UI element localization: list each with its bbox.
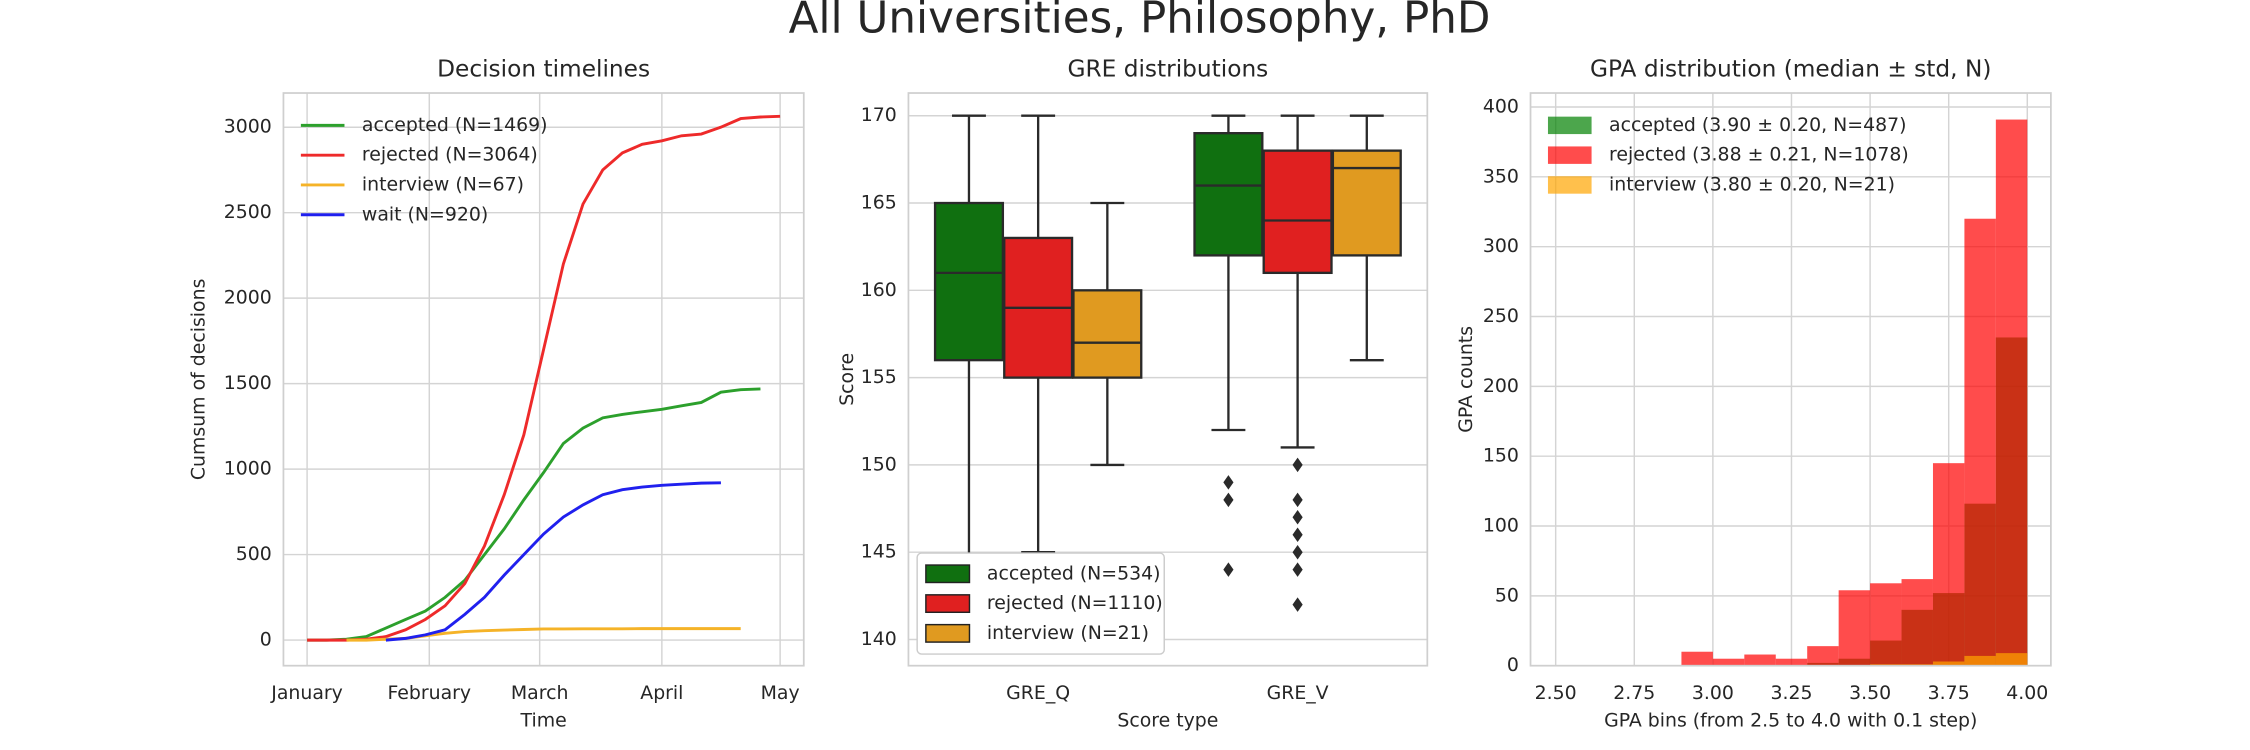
- legend-label: accepted (N=1469): [362, 114, 548, 136]
- box: [1193, 132, 1264, 257]
- outlier: [1292, 527, 1303, 543]
- x-tick-label: 3.25: [1770, 682, 1812, 704]
- histogram-bar: [1964, 655, 1996, 666]
- series-line: [307, 114, 781, 642]
- y-tick-label: 145: [861, 541, 897, 563]
- y-tick-label: 170: [861, 104, 897, 126]
- y-tick-label: 1000: [224, 458, 272, 480]
- x-tick-label: 3.75: [1928, 682, 1970, 704]
- legend-label: interview (3.80 ± 0.20, N=21): [1609, 173, 1895, 195]
- histogram-bar: [1995, 119, 2028, 666]
- x-tick-label: 2.50: [1535, 682, 1577, 704]
- histogram-bar: [1870, 583, 1902, 666]
- y-tick-label: 155: [861, 366, 897, 388]
- x-axis-label: Time: [520, 709, 567, 731]
- histogram-bar: [1838, 590, 1871, 666]
- chart-title: Decision timelines: [437, 55, 650, 82]
- legend-swatch: [925, 564, 971, 584]
- box: [1331, 149, 1402, 257]
- legend-swatch: [1547, 176, 1592, 194]
- box: [933, 201, 1005, 362]
- x-tick-label: February: [387, 682, 471, 704]
- x-axis-label: GPA bins (from 2.5 to 4.0 with 0.1 step): [1604, 709, 1977, 731]
- x-tick-label: 2.75: [1613, 682, 1655, 704]
- chart-title: GPA distribution (median ± std, N): [1590, 55, 1991, 82]
- y-tick-label: 3000: [224, 116, 272, 138]
- y-tick-label: 50: [1495, 584, 1519, 606]
- y-tick-label: 350: [1483, 165, 1519, 187]
- plot-frame: [907, 92, 1429, 667]
- x-tick-label: May: [761, 682, 800, 704]
- legend-swatch: [1547, 146, 1592, 164]
- plot-frame: [282, 92, 805, 667]
- histogram-bar: [1932, 463, 1965, 666]
- y-tick-label: 400: [1483, 95, 1519, 117]
- x-tick-label: 3.50: [1849, 682, 1891, 704]
- histogram-bar: [1807, 646, 1839, 666]
- x-tick-label: 4.00: [2006, 682, 2048, 704]
- legend-label: accepted (N=534): [987, 562, 1161, 584]
- series-line: [307, 387, 761, 642]
- y-tick-label: 200: [1483, 375, 1519, 397]
- y-tick-label: 0: [1507, 654, 1519, 676]
- outlier: [1292, 597, 1303, 612]
- y-tick-label: 250: [1483, 305, 1519, 327]
- y-axis-label: GPA counts: [1455, 326, 1477, 433]
- x-tick-label: April: [640, 682, 683, 704]
- box: [1072, 289, 1143, 379]
- x-tick-label: January: [270, 682, 343, 704]
- legend-label: rejected (3.88 ± 0.21, N=1078): [1609, 144, 1909, 166]
- y-tick-label: 150: [861, 453, 897, 475]
- outlier: [1292, 457, 1303, 473]
- box: [1262, 149, 1333, 275]
- legend-swatch: [925, 594, 971, 614]
- histogram-bar: [1932, 661, 1965, 666]
- y-tick-label: 100: [1483, 515, 1519, 537]
- legend-label: rejected (N=1110): [987, 592, 1163, 614]
- histogram-bar: [1964, 218, 1996, 666]
- x-tick-label: GRE_V: [1267, 682, 1329, 704]
- y-tick-label: 0: [260, 629, 272, 651]
- outlier: [1292, 544, 1303, 560]
- legend-label: accepted (3.90 ± 0.20, N=487): [1609, 114, 1906, 136]
- outlier: [1292, 562, 1303, 577]
- y-tick-label: 2500: [224, 201, 272, 223]
- x-axis-label: Score type: [1117, 709, 1218, 731]
- figure-title: All Universities, Philosophy, PhD: [789, 0, 1491, 43]
- outlier: [1292, 492, 1303, 508]
- legend-label: interview (N=67): [362, 173, 524, 195]
- histogram-bar: [1712, 658, 1745, 666]
- plot-frame: [1529, 92, 2052, 667]
- histogram-bar: [1744, 654, 1776, 666]
- legend-label: rejected (N=3064): [362, 144, 538, 166]
- legend-swatch: [1547, 116, 1592, 135]
- legend-label: interview (N=21): [987, 622, 1149, 644]
- histogram-bar: [1775, 658, 1808, 666]
- y-tick-label: 300: [1483, 235, 1519, 257]
- y-tick-label: 140: [861, 628, 897, 650]
- y-tick-label: 160: [861, 279, 897, 301]
- y-tick-label: 1500: [224, 372, 272, 394]
- x-tick-label: 3.00: [1692, 682, 1734, 704]
- histogram-bar: [1901, 579, 1933, 666]
- legend-label: wait (N=920): [362, 203, 488, 225]
- legend-box: [916, 552, 1165, 655]
- outlier: [1292, 510, 1303, 525]
- y-tick-label: 2000: [224, 287, 272, 309]
- y-tick-label: 500: [236, 543, 272, 565]
- x-tick-label: March: [511, 682, 569, 704]
- histogram-bar: [1995, 653, 2028, 666]
- series-line: [385, 481, 721, 642]
- y-axis-label: Score: [836, 353, 858, 406]
- legend-swatch: [925, 623, 971, 643]
- y-axis-label: Cumsum of decisions: [188, 279, 210, 481]
- y-tick-label: 165: [861, 192, 897, 214]
- chart-title: GRE distributions: [1067, 55, 1268, 82]
- y-tick-label: 150: [1483, 445, 1519, 467]
- x-tick-label: GRE_Q: [1006, 682, 1070, 704]
- histogram-bar: [1681, 651, 1713, 666]
